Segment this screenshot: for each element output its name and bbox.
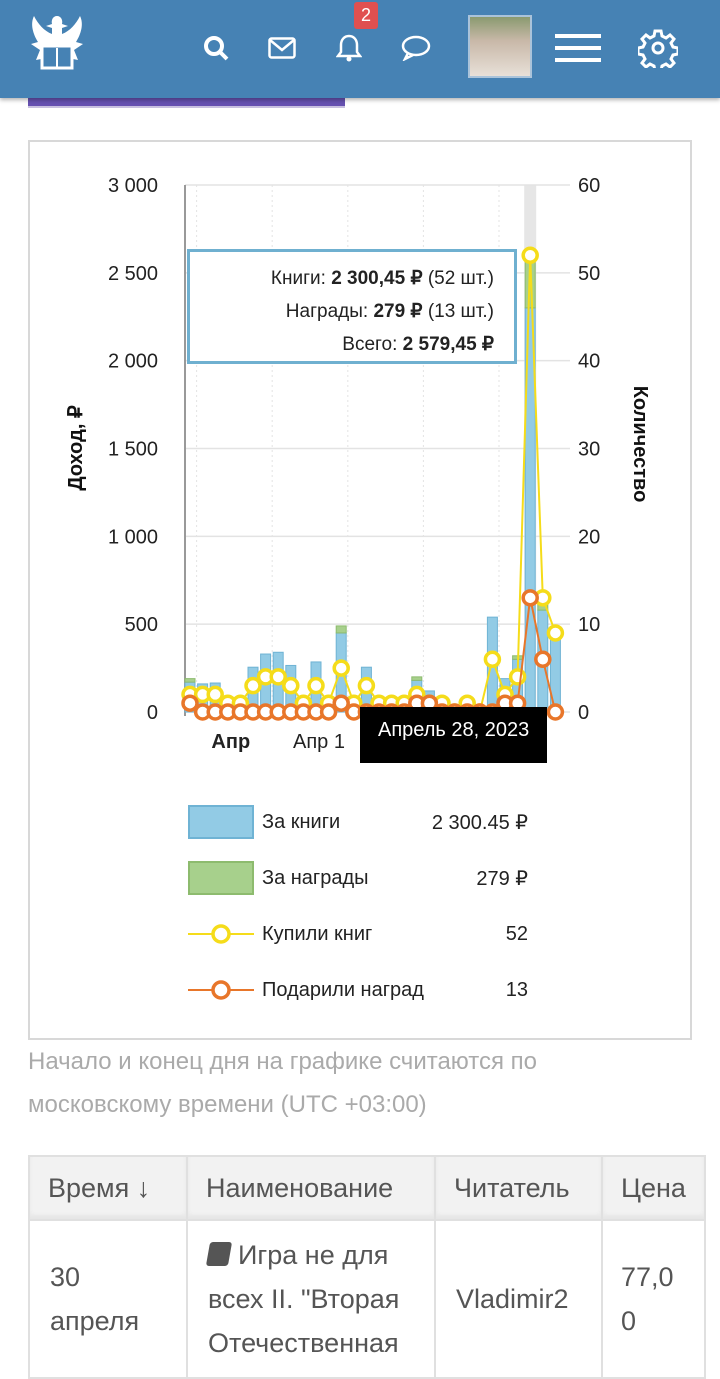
legend-label: Купили книг bbox=[262, 922, 373, 945]
tooltip-books-count: (52 шт.) bbox=[427, 268, 494, 289]
books-count-point bbox=[206, 685, 224, 704]
x-tick-label: Апр bbox=[211, 731, 250, 753]
cell-reader: Vladimir2 bbox=[434, 1219, 603, 1379]
legend-item[interactable]: За награды 279 ₽ bbox=[188, 850, 528, 906]
legend-label: За награды bbox=[262, 866, 369, 889]
legend-swatch bbox=[188, 805, 254, 839]
site-logo[interactable] bbox=[18, 12, 96, 84]
y2-tick-label: 60 bbox=[578, 175, 600, 197]
y2-axis-title: Количество bbox=[629, 386, 651, 503]
book-icon bbox=[205, 1242, 233, 1266]
books-count-point bbox=[357, 676, 376, 695]
legend-line-marker bbox=[188, 917, 254, 951]
purple-button-edge[interactable] bbox=[28, 98, 345, 108]
chat-icon[interactable] bbox=[396, 28, 436, 68]
books-count-point bbox=[307, 676, 325, 695]
legend-label: Подарили наград bbox=[262, 978, 424, 1001]
books-count-point bbox=[332, 659, 350, 677]
y-tick-label: 1 000 bbox=[108, 526, 158, 548]
legend-value: 52 bbox=[505, 922, 528, 945]
y-tick-label: 1 500 bbox=[108, 439, 158, 461]
books-count-point bbox=[282, 676, 300, 695]
bar-awards bbox=[335, 625, 347, 634]
cell-time: 30 апреля bbox=[28, 1219, 188, 1379]
date-tooltip: Апрель 28, 2023 bbox=[360, 707, 548, 763]
tooltip-total-value: 2 579,45 ₽ bbox=[402, 334, 494, 355]
awards-count-point bbox=[534, 650, 552, 669]
cell-price: 77,00 bbox=[601, 1219, 706, 1379]
x-tick-label: Апр 1 bbox=[293, 731, 345, 753]
avatar[interactable] bbox=[468, 15, 532, 78]
y-tick-label: 500 bbox=[125, 614, 158, 636]
top-navbar: 2 bbox=[0, 0, 720, 98]
notification-badge: 2 bbox=[354, 2, 379, 29]
y-tick-label: 2 500 bbox=[108, 263, 158, 285]
gear-icon[interactable] bbox=[638, 28, 678, 68]
books-count-point bbox=[244, 676, 262, 695]
y-axis-title: Доход, ₽ bbox=[65, 405, 87, 491]
y2-tick-label: 30 bbox=[578, 439, 600, 461]
books-count-point bbox=[508, 668, 527, 686]
awards-count-point bbox=[319, 703, 338, 721]
timezone-note: Начало и конец дня на графике считаются … bbox=[28, 1048, 537, 1118]
bar-awards bbox=[184, 678, 196, 683]
column-header-price[interactable]: Цена bbox=[601, 1155, 706, 1221]
search-icon[interactable] bbox=[196, 28, 236, 68]
y-tick-label: 2 000 bbox=[108, 351, 158, 373]
legend-value: 279 ₽ bbox=[476, 867, 528, 890]
legend-item[interactable]: Купили книг 52 bbox=[188, 906, 528, 962]
books-count-point bbox=[269, 668, 287, 686]
table-row: 30 апреля Игра не для всех II. "Вторая О… bbox=[28, 1219, 706, 1379]
sales-table: Время ↓ Наименование Читатель Цена 30 ап… bbox=[28, 1155, 706, 1379]
tooltip-books-value: 2 300,45 ₽ bbox=[331, 268, 423, 289]
y2-tick-label: 50 bbox=[578, 263, 600, 285]
legend-label: За книги bbox=[262, 810, 341, 833]
mail-icon[interactable] bbox=[262, 28, 302, 68]
tooltip-books-label: Книги: bbox=[270, 268, 326, 289]
chart-canvas[interactable]: 0 0 500 10 1 000 20 1 500 30 2 000 40 2 500 50 3 000… bbox=[30, 142, 690, 782]
tooltip-awards-count: (13 шт.) bbox=[427, 301, 494, 322]
legend-item[interactable]: За книги 2 300.45 ₽ bbox=[188, 794, 528, 850]
chart-legend: За книги 2 300.45 ₽ За награды 279 ₽ Купили … bbox=[188, 794, 528, 1018]
tooltip-total-label: Всего: bbox=[342, 334, 398, 355]
legend-item[interactable]: Подарили наград 13 bbox=[188, 962, 528, 1018]
legend-line-marker bbox=[188, 973, 254, 1007]
y2-tick-label: 20 bbox=[578, 526, 600, 548]
y-tick-label: 0 bbox=[147, 702, 158, 724]
y2-tick-label: 40 bbox=[578, 351, 600, 373]
menu-icon[interactable] bbox=[555, 28, 601, 68]
y2-tick-label: 10 bbox=[578, 614, 600, 636]
y-tick-label: 3 000 bbox=[108, 175, 158, 197]
awards-count-point bbox=[546, 703, 565, 721]
column-header-title[interactable]: Наименование bbox=[186, 1155, 436, 1221]
column-header-reader[interactable]: Читатель bbox=[434, 1155, 603, 1221]
bell-icon[interactable] bbox=[329, 28, 369, 68]
legend-value: 2 300.45 ₽ bbox=[431, 811, 528, 834]
column-header-time[interactable]: Время ↓ bbox=[28, 1155, 188, 1221]
y2-tick-label: 0 bbox=[578, 702, 589, 724]
awards-count-point bbox=[332, 694, 350, 712]
tooltip-awards-label: Награды: bbox=[285, 301, 369, 322]
cell-title[interactable]: Игра не для всех II. "Вторая Отечественн… bbox=[186, 1219, 436, 1379]
books-count-point bbox=[483, 650, 502, 669]
books-count-point bbox=[546, 624, 565, 642]
tooltip-awards-value: 279 ₽ bbox=[373, 301, 423, 322]
awards-count-point bbox=[521, 589, 539, 607]
awards-count-point bbox=[181, 694, 199, 712]
chart-tooltip: Книги: 2 300,45 ₽ (52 шт.) Награды: 279 … bbox=[187, 249, 517, 364]
legend-swatch bbox=[188, 861, 254, 895]
legend-value: 13 bbox=[505, 978, 528, 1001]
income-chart: 0 0 500 10 1 000 20 1 500 30 2 000 40 2 500 50 3 000… bbox=[28, 140, 692, 1040]
bar-awards bbox=[411, 676, 423, 681]
book-title-link[interactable]: Игра не для всех II. "Вторая Отечественн… bbox=[208, 1240, 400, 1358]
books-count-point bbox=[521, 246, 539, 265]
